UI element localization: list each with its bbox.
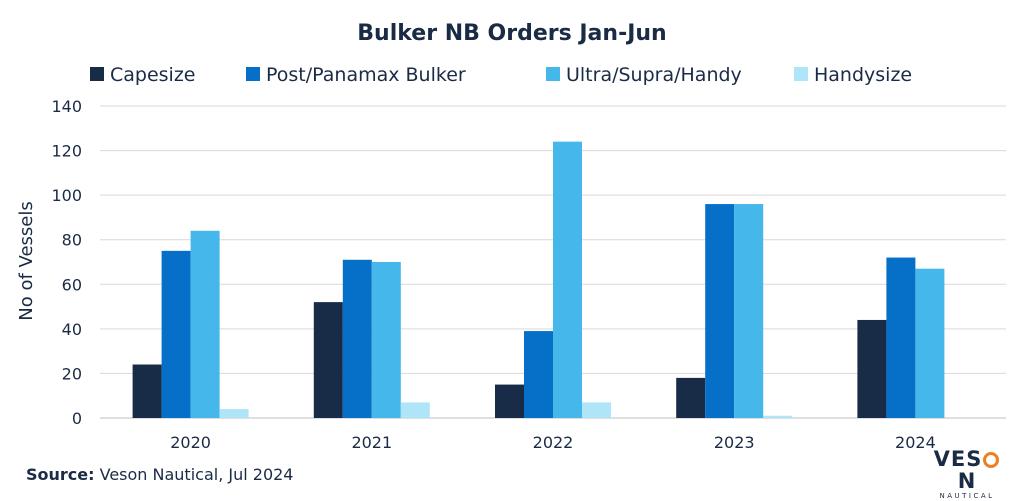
bar-handysize-2021 (400, 402, 430, 418)
y-axis-label: No of Vessels (16, 201, 37, 320)
bar-ultra-supra-handy-2021 (371, 262, 401, 418)
legend: Capesize Post/Panamax Bulker Ultra/Supra/H… (90, 64, 912, 86)
chart-title: Bulker NB Orders Jan-Jun (357, 21, 666, 46)
x-tick-label: 2020 (170, 433, 211, 452)
bar-capesize-2021 (313, 302, 343, 418)
bar-handysize-2022 (582, 402, 611, 418)
bar-ultra-supra-handy-2020 (190, 230, 220, 418)
legend-swatch (794, 67, 808, 81)
legend-label: Ultra/Supra/Handy (566, 64, 742, 86)
y-tick-label: 0 (72, 409, 82, 428)
bar-handysize-2020 (219, 409, 249, 418)
veson-logo: VESN NAUTICAL (927, 448, 1007, 501)
y-tick-label: 100 (51, 186, 82, 205)
bar-capesize-2024 (857, 319, 887, 418)
y-tick-label: 120 (51, 142, 82, 161)
source-label: Source: (26, 465, 95, 484)
y-tick-label: 140 (51, 97, 82, 116)
x-tick-label: 2022 (533, 433, 574, 452)
legend-label: Handysize (814, 64, 912, 86)
y-tick-label: 20 (62, 364, 82, 383)
bar-capesize-2023 (676, 377, 706, 418)
bar-post-panamax-bulker-2022 (524, 331, 553, 418)
logo-wordmark: VESN (927, 448, 1007, 492)
y-tick-label: 60 (62, 275, 82, 294)
bar-handysize-2023 (763, 415, 793, 418)
bar-post-panamax-bulker-2024 (886, 257, 916, 418)
bar-post-panamax-bulker-2023 (705, 204, 735, 418)
source-text: Veson Nautical, Jul 2024 (94, 465, 294, 484)
bar-ultra-supra-handy-2023 (734, 204, 764, 418)
bars (132, 141, 945, 418)
x-tick-label: 2024 (895, 433, 936, 452)
logo-o-ring-icon (983, 452, 1000, 468)
legend-swatch (90, 67, 104, 81)
bar-post-panamax-bulker-2021 (342, 259, 372, 418)
bar-post-panamax-bulker-2020 (161, 250, 191, 418)
x-axis: 2020 2021 2022 2023 2024 (170, 433, 936, 452)
logo-subtitle: NAUTICAL (939, 492, 995, 500)
source-note: Source: Veson Nautical, Jul 2024 (26, 465, 293, 484)
bar-chart: Bulker NB Orders Jan-Jun Capesize Post/Pa… (16, 21, 1006, 452)
x-tick-label: 2021 (351, 433, 392, 452)
legend-swatch (246, 67, 260, 81)
legend-swatch (546, 67, 560, 81)
y-tick-label: 40 (62, 320, 82, 339)
legend-label: Post/Panamax Bulker (266, 64, 466, 86)
bar-capesize-2020 (132, 364, 162, 418)
bar-ultra-supra-handy-2022 (553, 141, 582, 418)
y-axis: 0 20 40 60 80 100 120 140 (51, 97, 82, 428)
y-tick-label: 80 (62, 231, 82, 250)
bar-capesize-2022 (495, 384, 524, 418)
legend-label: Capesize (110, 64, 196, 86)
x-tick-label: 2023 (714, 433, 755, 452)
bar-ultra-supra-handy-2024 (915, 268, 945, 418)
